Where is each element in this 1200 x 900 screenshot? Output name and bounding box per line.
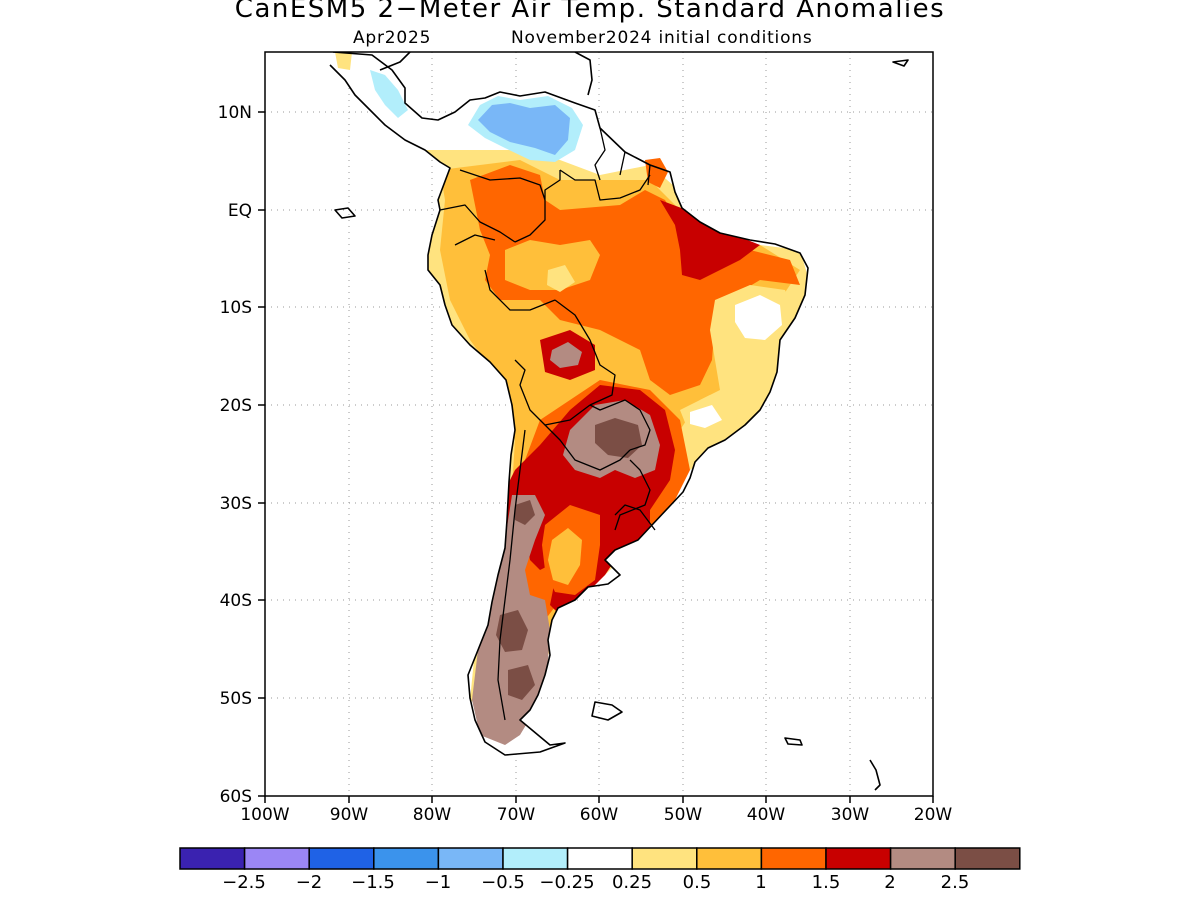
colorbar-label: 1.5	[812, 872, 841, 893]
region-patagonia-max-south	[508, 665, 535, 700]
colorbar-swatch	[825, 847, 892, 870]
colorbar-label: −2.5	[222, 872, 266, 893]
colorbar-label: −1	[425, 872, 452, 893]
lat-tick-label: 10N	[218, 103, 252, 123]
colorbar-swatch	[373, 847, 440, 870]
region-central-chile-max	[515, 500, 535, 525]
axis-ticks	[258, 111, 934, 803]
lon-tick-label: 20W	[914, 805, 953, 825]
colorbar-label: 0.25	[612, 872, 652, 893]
region-bolivia-extreme	[550, 342, 582, 368]
region-central-america-light-cool	[370, 70, 408, 118]
region-patagonia-max	[496, 610, 528, 652]
colorbar-label: −2	[296, 872, 323, 893]
colorbar-swatch	[437, 847, 504, 870]
region-northeast-brazil-neutral	[735, 295, 782, 340]
colorbar-swatch	[502, 847, 569, 870]
colorbar-swatch	[566, 847, 633, 870]
lon-tick-label: 40W	[747, 805, 786, 825]
colorbar-swatch	[696, 847, 763, 870]
lon-tick-label: 60W	[580, 805, 619, 825]
colorbar	[179, 847, 1021, 870]
colorbar-swatch	[243, 847, 310, 870]
region-argentina-mild-core	[548, 528, 582, 585]
coastlines	[329, 52, 909, 791]
colorbar-labels: −2.5 −2 −1.5 −1 −0.5 −0.25 0.25 0.5 1 1.…	[222, 872, 969, 893]
region-interior-mild	[547, 265, 575, 292]
lon-axis-labels: 100W 90W 80W 70W 60W 50W 40W 30W 20W	[240, 805, 952, 825]
colorbar-swatch	[760, 847, 827, 870]
lat-tick-label: 40S	[220, 591, 252, 611]
region-eastern-amazon-very-warm	[660, 200, 760, 280]
colorbar-swatch	[631, 847, 698, 870]
colorbar-label: 2	[884, 872, 895, 893]
colorbar-swatch	[308, 847, 375, 870]
lat-tick-label: 10S	[220, 298, 252, 318]
colorbar-label: 0.5	[683, 872, 712, 893]
lon-tick-label: 70W	[497, 805, 536, 825]
colorbar-label: −1.5	[351, 872, 395, 893]
colorbar-swatch	[179, 847, 246, 870]
lat-tick-label: 30S	[220, 494, 252, 514]
map-title: CanESM5 2−Meter Air Temp. Standard Anoma…	[234, 0, 946, 24]
lon-tick-label: 90W	[330, 805, 369, 825]
colorbar-label: −0.25	[539, 872, 594, 893]
lon-tick-label: 50W	[664, 805, 703, 825]
region-paraguay-max	[595, 418, 642, 458]
colorbar-label: 2.5	[941, 872, 970, 893]
region-interior-moderate	[505, 240, 600, 290]
colorbar-label: 1	[755, 872, 766, 893]
lat-tick-label: 60S	[220, 787, 252, 807]
initial-conditions: November2024 initial conditions	[511, 28, 813, 48]
region-central-america-mild	[335, 52, 352, 70]
colorbar-swatch	[954, 847, 1021, 870]
lon-tick-label: 30W	[831, 805, 870, 825]
colorbar-swatch	[889, 847, 956, 870]
anomaly-field	[329, 52, 909, 791]
lon-tick-label: 80W	[413, 805, 452, 825]
region-southeast-neutral	[690, 405, 722, 428]
lat-tick-label: EQ	[228, 201, 252, 221]
lat-tick-label: 50S	[220, 689, 252, 709]
lat-axis-labels: 10N EQ 10S 20S 30S 40S 50S 60S	[218, 103, 252, 807]
country-borders	[439, 127, 656, 721]
colorbar-label: −0.5	[481, 872, 525, 893]
forecast-month: Apr2025	[353, 28, 432, 48]
region-amazon-strong-warm	[470, 165, 800, 395]
region-caribbean-venezuela-cool	[478, 103, 570, 155]
lon-tick-label: 100W	[240, 805, 289, 825]
lat-tick-label: 20S	[220, 396, 252, 416]
